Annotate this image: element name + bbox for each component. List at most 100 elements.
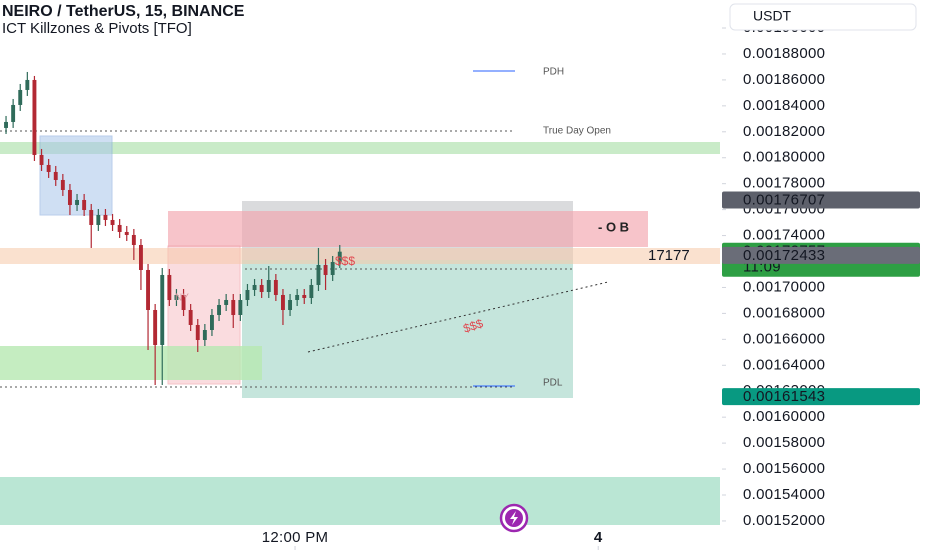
order-block (168, 211, 648, 247)
candle-body (75, 199, 79, 205)
candle-body (103, 214, 108, 220)
candle-body (96, 214, 101, 225)
candle-body (174, 294, 179, 300)
candle-body (153, 309, 158, 345)
candle-body (210, 314, 214, 330)
currency-button-label[interactable]: USDT (753, 8, 792, 24)
price-tag-label: 0.00176707 (743, 191, 825, 208)
candles (4, 71, 342, 385)
candle-body (146, 269, 150, 310)
candle-body (217, 304, 222, 315)
y-tick-label: 0.00158000 (743, 434, 825, 451)
y-tick-label: 0.00174000 (743, 227, 825, 244)
pivot-band (0, 248, 720, 264)
target-box (242, 260, 573, 398)
price-tag-label: 0.00172433 (743, 247, 825, 264)
candle-body (323, 264, 328, 275)
y-tick-label: 0.00166000 (743, 330, 825, 347)
candle-body (18, 89, 23, 105)
candle-body (188, 309, 193, 325)
candle-body (11, 104, 16, 122)
candle-body (302, 294, 307, 298)
candle-body (32, 79, 37, 155)
candle-body (309, 284, 314, 298)
y-tick-label: 0.00184000 (743, 97, 825, 114)
candle-body (67, 189, 72, 205)
icon-bolt (510, 511, 518, 525)
candle-body (46, 164, 51, 172)
candle-body (25, 79, 30, 90)
y-tick-label: 0.00170000 (743, 278, 825, 295)
price-tag (722, 246, 920, 264)
candle-body (138, 244, 143, 270)
candle-body (82, 199, 87, 210)
x-tick-label: 12:00 PM (262, 529, 329, 546)
pdl-label: PDL (543, 378, 563, 389)
trend-line (307, 281, 609, 353)
time-axis: 12:00 PM 4 (262, 529, 603, 550)
y-tick-label: 0.00152000 (743, 512, 825, 529)
candle-body (124, 231, 129, 235)
candle-body (245, 289, 250, 300)
demand-zone (0, 346, 262, 380)
candle-body (238, 299, 243, 315)
annotations: PDH True Day Open PDL - O B $$$ $$$ NY 1… (175, 67, 690, 389)
candle-body (167, 274, 172, 300)
candle-body (337, 251, 342, 262)
currency-button[interactable] (729, 3, 917, 31)
candle-body (288, 299, 293, 310)
support-zone (0, 142, 720, 154)
title-backdrop (0, 0, 500, 38)
candle-body (266, 279, 271, 292)
x-tick-label: 4 (594, 529, 603, 546)
candle-body (181, 294, 186, 310)
candle-body (195, 324, 200, 341)
candle-body (281, 294, 285, 310)
candle-body (295, 294, 300, 300)
y-tick-label: 0.00168000 (743, 304, 825, 321)
demand-zone (0, 477, 720, 525)
candle-body (316, 264, 321, 285)
ob-label: - O B (598, 219, 629, 234)
candle-body (53, 171, 58, 180)
candle-body (259, 284, 264, 292)
session-label: NY (175, 293, 189, 304)
y-tick-label: 0.00164000 (743, 356, 825, 373)
candle-body (160, 274, 165, 345)
candle-body (231, 299, 236, 315)
price-tag (722, 191, 920, 209)
y-tick-label: 0.00178000 (743, 175, 825, 192)
candle-body (330, 261, 335, 275)
candle-body (39, 154, 44, 165)
candle-body (89, 209, 94, 225)
partial-value: 17177 (648, 247, 690, 264)
candle-body (110, 219, 115, 225)
y-tick-label: 0.00160000 (743, 408, 825, 425)
timer-icon[interactable] (499, 503, 529, 533)
candle-body (224, 299, 229, 305)
candle-body (273, 279, 278, 295)
price-tags: 0.001767070.0017275711:090.001724330.001… (722, 191, 920, 406)
price-tag (722, 388, 920, 406)
chart-title: NEIRO / TetherUS, 15, BINANCE (2, 3, 245, 20)
true-day-open-label: True Day Open (543, 126, 611, 137)
pdh-label: PDH (543, 67, 564, 78)
liquidity-label: $$$ (335, 254, 355, 268)
price-tag-label: 0.00161543 (743, 388, 825, 405)
y-tick-label: 0.00188000 (743, 45, 825, 62)
candle-body (131, 234, 136, 245)
liquidity-label: $$$ (461, 316, 485, 336)
zones (0, 70, 720, 525)
candle-body (252, 284, 257, 290)
y-tick-label: 0.00154000 (743, 486, 825, 503)
candle-body (4, 121, 8, 128)
candle-body (202, 330, 207, 341)
y-tick-label: 0.00186000 (743, 71, 825, 88)
candle-body (60, 179, 65, 190)
candle-body (117, 224, 122, 232)
y-tick-label: 0.00182000 (743, 123, 825, 140)
y-tick-label: 0.00180000 (743, 149, 825, 166)
chart-subtitle: ICT Killzones & Pivots [TFO] (2, 20, 192, 37)
y-tick-label: 0.00156000 (743, 460, 825, 477)
